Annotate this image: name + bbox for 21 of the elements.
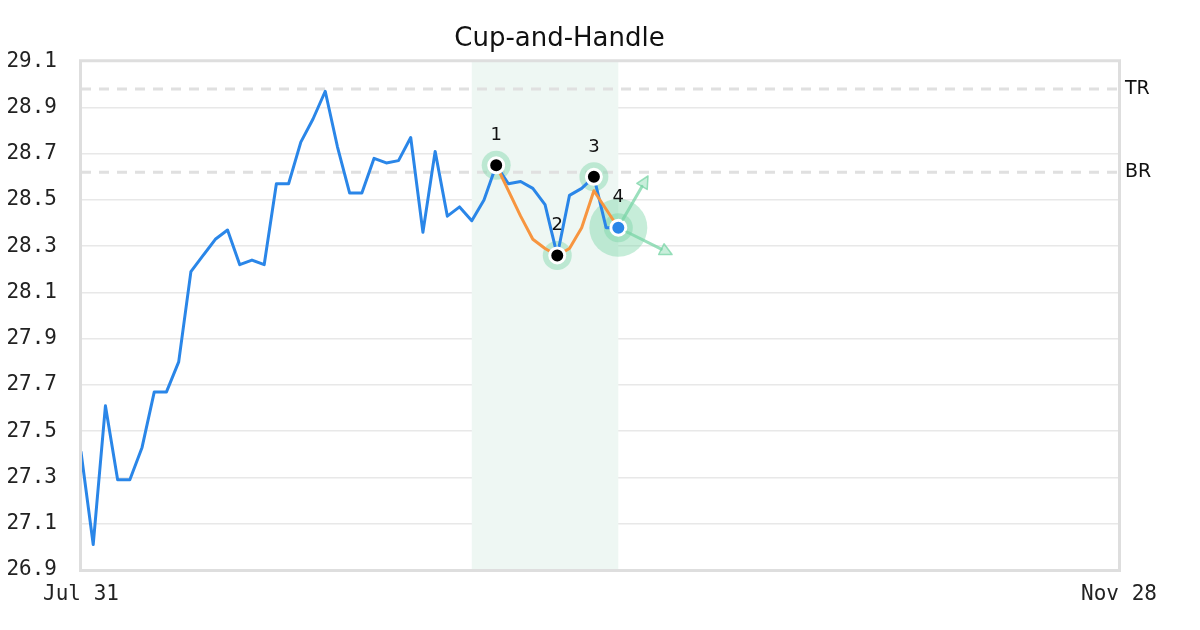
ref-line-label: BR bbox=[1125, 159, 1152, 182]
y-tick-label: 28.7 bbox=[6, 140, 57, 165]
y-tick-label: 27.7 bbox=[6, 371, 57, 396]
annotation: 1 bbox=[490, 122, 502, 144]
y-tick-label: 29.1 bbox=[6, 47, 57, 72]
y-tick-label: 27.5 bbox=[6, 417, 57, 442]
chart-title: Cup-and-Handle bbox=[454, 22, 665, 53]
annotation: 4 bbox=[612, 185, 625, 207]
y-tick-label: 27.1 bbox=[6, 510, 57, 535]
x-tick-label: Jul 31 bbox=[43, 581, 119, 606]
y-tick-label: 28.5 bbox=[6, 186, 57, 211]
ref-line-label: TR bbox=[1124, 75, 1150, 98]
y-tick-label: 28.1 bbox=[6, 278, 57, 303]
annotation: 3 bbox=[588, 134, 600, 156]
y-tick-label: 26.9 bbox=[6, 556, 57, 581]
y-tick-label: 28.3 bbox=[6, 232, 57, 257]
y-tick-label: 28.9 bbox=[6, 93, 57, 118]
y-tick-label: 27.9 bbox=[6, 325, 57, 350]
annotation: 2 bbox=[551, 213, 563, 235]
x-tick-label: Nov 28 bbox=[1081, 581, 1157, 606]
y-tick-label: 27.3 bbox=[6, 463, 57, 488]
